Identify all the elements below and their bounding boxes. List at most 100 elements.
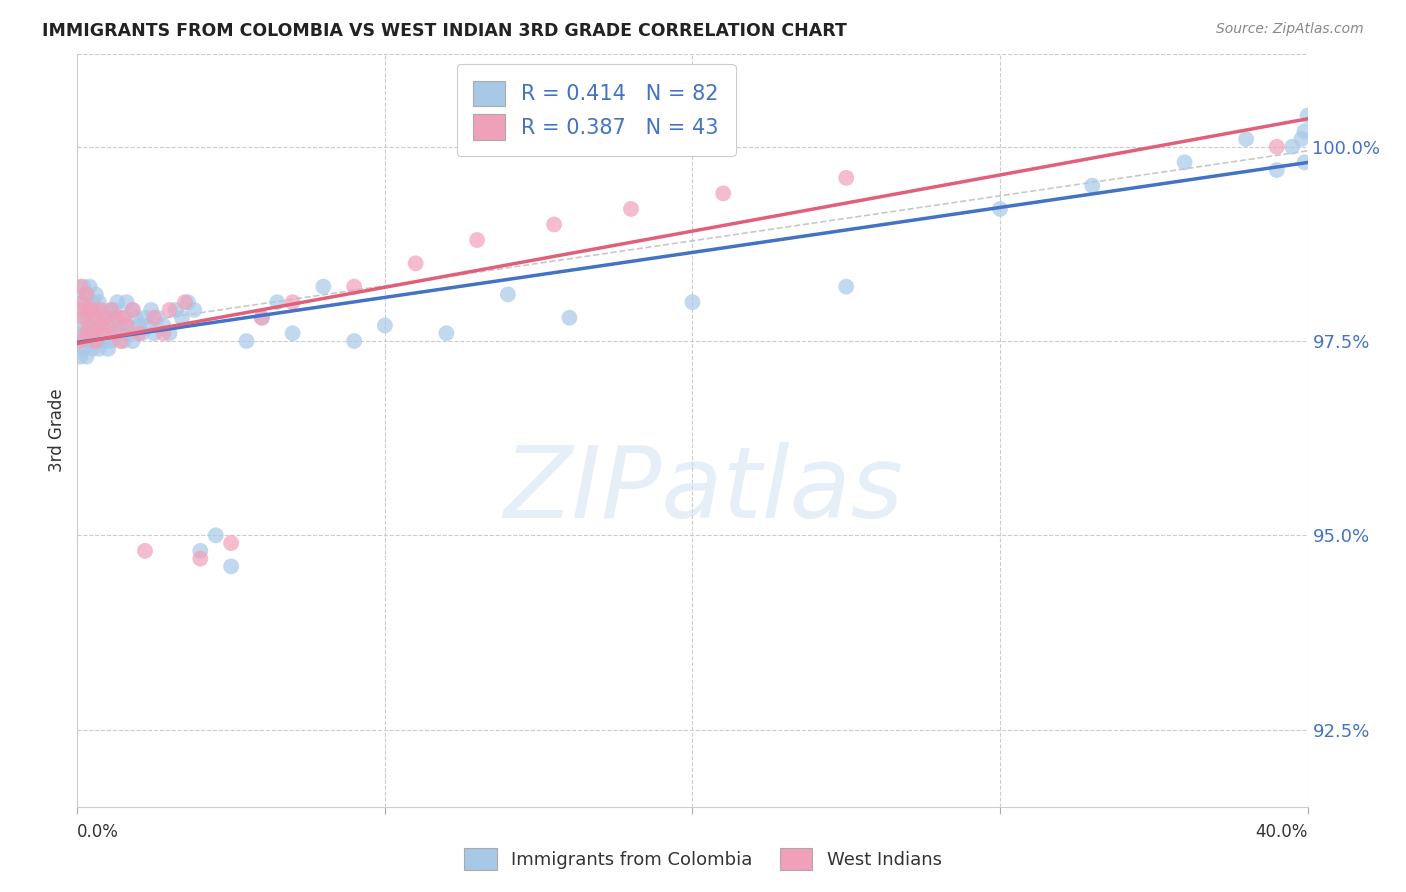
Point	[988, 202, 1011, 216]
Point	[188, 544, 212, 558]
Point	[72, 279, 94, 293]
Point	[136, 318, 159, 333]
Text: Source: ZipAtlas.com: Source: ZipAtlas.com	[1216, 22, 1364, 37]
Point	[90, 326, 114, 341]
Point	[711, 186, 734, 201]
Point	[82, 342, 104, 356]
Point	[177, 295, 200, 310]
Point	[343, 334, 366, 348]
Point	[84, 334, 107, 348]
Point	[76, 326, 98, 341]
Point	[103, 326, 125, 341]
Point	[121, 302, 143, 317]
Point	[115, 318, 138, 333]
Point	[219, 536, 242, 550]
Point	[134, 544, 156, 558]
Point	[97, 342, 120, 356]
Point	[72, 318, 94, 333]
Point	[219, 559, 242, 574]
Point	[143, 310, 166, 325]
Point	[1294, 124, 1316, 138]
Point	[76, 287, 98, 301]
Point	[105, 318, 128, 333]
Point	[1294, 155, 1316, 169]
Point	[72, 302, 94, 317]
Point	[69, 334, 91, 348]
Text: ZIPatlas: ZIPatlas	[503, 442, 903, 539]
Point	[79, 318, 101, 333]
Point	[1081, 178, 1104, 193]
Legend: R = 0.414   N = 82, R = 0.387   N = 43: R = 0.414 N = 82, R = 0.387 N = 43	[457, 64, 735, 156]
Point	[76, 350, 98, 364]
Point	[82, 302, 104, 317]
Point	[84, 310, 107, 325]
Point	[204, 528, 226, 542]
Point	[87, 342, 110, 356]
Point	[103, 302, 125, 317]
Point	[94, 310, 117, 325]
Point	[82, 318, 104, 333]
Legend: Immigrants from Colombia, West Indians: Immigrants from Colombia, West Indians	[457, 840, 949, 877]
Point	[87, 295, 110, 310]
Point	[165, 302, 187, 317]
Point	[112, 334, 135, 348]
Point	[79, 302, 101, 317]
Point	[84, 287, 107, 301]
Point	[1296, 109, 1319, 123]
Point	[1174, 155, 1197, 169]
Point	[465, 233, 488, 247]
Point	[250, 310, 273, 325]
Point	[100, 302, 122, 317]
Point	[100, 334, 122, 348]
Point	[146, 310, 169, 325]
Point	[82, 326, 104, 341]
Point	[79, 279, 101, 293]
Point	[159, 326, 181, 341]
Point	[835, 170, 858, 185]
Point	[183, 302, 205, 317]
Point	[94, 310, 117, 325]
Point	[105, 295, 128, 310]
Point	[281, 295, 304, 310]
Point	[87, 318, 110, 333]
Point	[159, 302, 181, 317]
Point	[152, 326, 174, 341]
Point	[110, 334, 132, 348]
Text: 40.0%: 40.0%	[1256, 822, 1308, 840]
Text: IMMIGRANTS FROM COLOMBIA VS WEST INDIAN 3RD GRADE CORRELATION CHART: IMMIGRANTS FROM COLOMBIA VS WEST INDIAN …	[42, 22, 846, 40]
Y-axis label: 3rd Grade: 3rd Grade	[48, 389, 66, 472]
Point	[90, 326, 114, 341]
Point	[118, 326, 141, 341]
Point	[281, 326, 304, 341]
Point	[90, 302, 114, 317]
Point	[1265, 163, 1288, 178]
Point	[682, 295, 704, 310]
Point	[374, 318, 396, 333]
Point	[174, 295, 197, 310]
Point	[103, 326, 125, 341]
Point	[79, 302, 101, 317]
Point	[97, 310, 120, 325]
Point	[79, 326, 101, 341]
Point	[1281, 140, 1303, 154]
Point	[90, 318, 114, 333]
Point	[188, 551, 212, 566]
Point	[134, 310, 156, 325]
Point	[69, 295, 91, 310]
Point	[69, 350, 91, 364]
Point	[125, 310, 148, 325]
Point	[405, 256, 427, 270]
Point	[115, 318, 138, 333]
Point	[100, 302, 122, 317]
Point	[112, 310, 135, 325]
Point	[143, 326, 166, 341]
Point	[235, 334, 257, 348]
Point	[72, 342, 94, 356]
Point	[1291, 132, 1313, 146]
Text: 0.0%: 0.0%	[77, 822, 120, 840]
Point	[250, 310, 273, 325]
Point	[1234, 132, 1257, 146]
Point	[69, 302, 91, 317]
Point	[72, 295, 94, 310]
Point	[112, 310, 135, 325]
